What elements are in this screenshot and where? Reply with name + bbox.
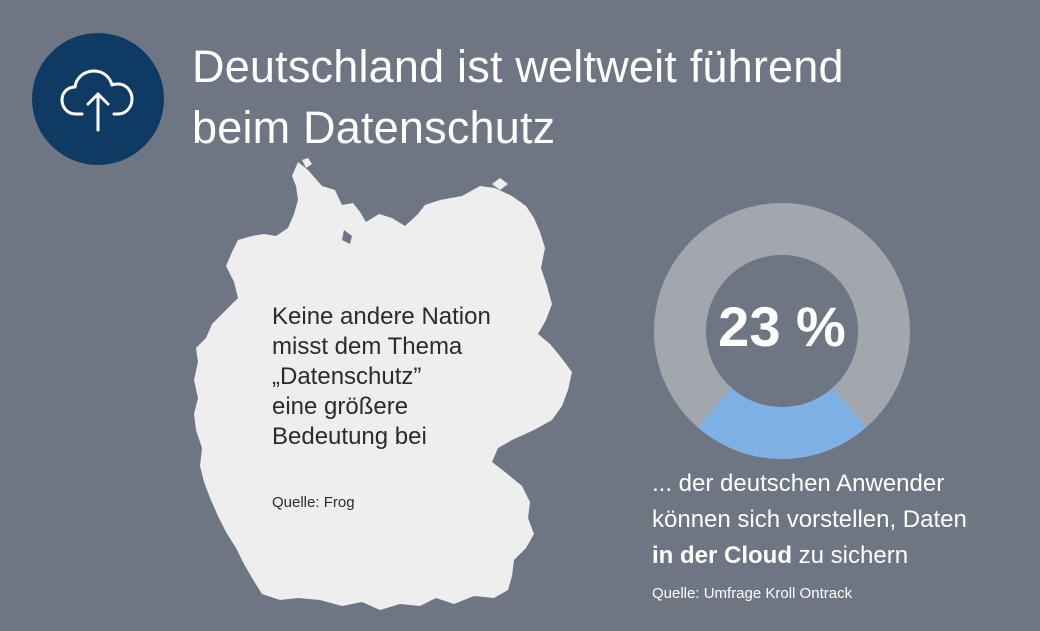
donut-segment [697, 388, 867, 459]
germany-map [194, 162, 572, 610]
percent-label: 23 % [718, 295, 846, 358]
stat-description-line-3: in der Cloud zu sichern [652, 538, 967, 574]
stat-description-line-1: ... der deutschen Anwender [652, 470, 945, 497]
stat-description-line-2: können sich vorstellen, Daten [652, 506, 967, 533]
donut-hole [706, 255, 858, 407]
map-statement-line-5: Bedeutung bei [272, 423, 427, 450]
map-statement-line-4: eine größere [272, 393, 409, 420]
page-title: Deutschland ist weltweit führend beim Da… [192, 36, 912, 158]
map-source: Quelle: Frog [272, 494, 355, 511]
stat-description-rest: zu sichern [792, 542, 909, 569]
title-line-2: beim Datenschutz [192, 102, 556, 153]
title-line-1: Deutschland ist weltweit führend [192, 41, 844, 92]
stat-source: Quelle: Umfrage Kroll Ontrack [652, 585, 853, 602]
map-statement-line-3: „Datenschutz” [272, 363, 422, 390]
donut-track [654, 203, 910, 459]
stat-description-bold: in der Cloud [652, 542, 792, 569]
stat-description: ... der deutschen Anwender können sich v… [652, 466, 967, 574]
map-statement: Keine andere Nation misst dem Thema „Dat… [272, 302, 491, 452]
map-statement-line-1: Keine andere Nation [272, 303, 491, 330]
map-statement-line-2: misst dem Thema [272, 333, 463, 360]
